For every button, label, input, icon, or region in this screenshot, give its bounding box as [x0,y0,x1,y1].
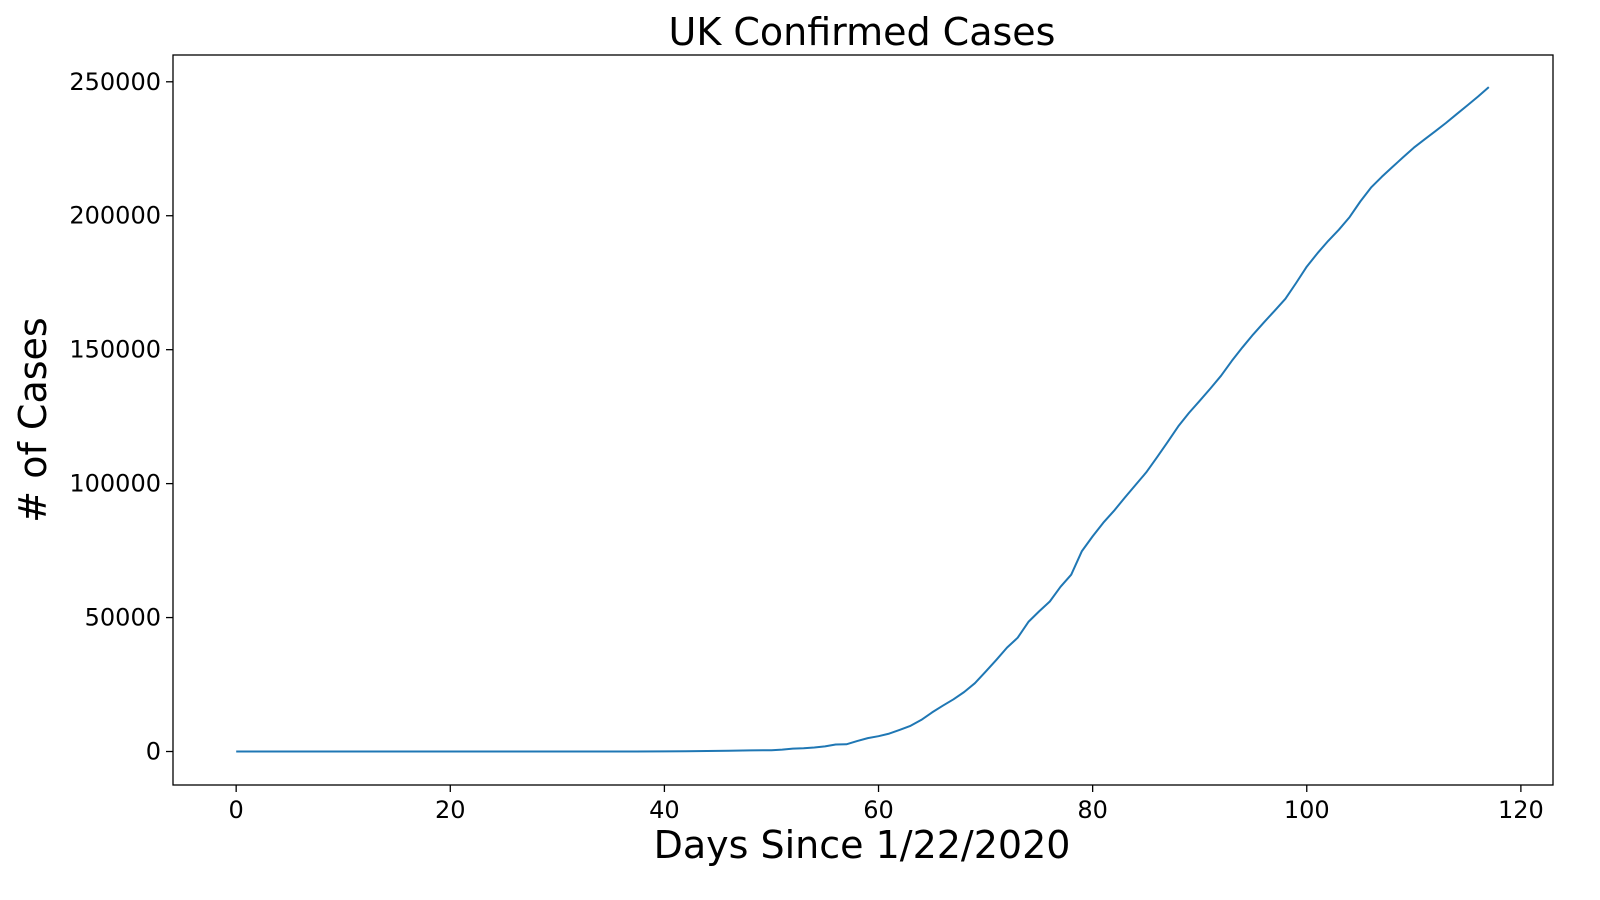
x-tick-label: 20 [435,796,466,824]
y-tick-label: 100000 [69,470,161,498]
plot-area [236,86,1490,753]
plot-frame [172,54,1554,786]
y-axis: 0 50000 100000 150000 200000 250000 [69,68,173,766]
x-axis: 0 20 40 60 80 100 120 [229,785,1544,824]
x-axis-title: Days Since 1/22/2020 [654,823,1071,867]
y-tick-label: 0 [146,738,161,766]
x-tick-label: 80 [1077,796,1108,824]
y-tick-label: 250000 [69,68,161,96]
x-tick-label: 120 [1498,796,1544,824]
x-tick-label: 0 [229,796,244,824]
y-tick-label: 150000 [69,336,161,364]
y-axis-title: # of Cases [11,317,55,522]
chart-title: UK Confirmed Cases [669,10,1056,54]
y-tick-label: 50000 [85,604,161,632]
y-tick-label: 200000 [69,202,161,230]
x-tick-label: 100 [1284,796,1330,824]
series-line-0 [236,86,1490,753]
x-tick-label: 40 [649,796,680,824]
x-tick-label: 60 [863,796,894,824]
